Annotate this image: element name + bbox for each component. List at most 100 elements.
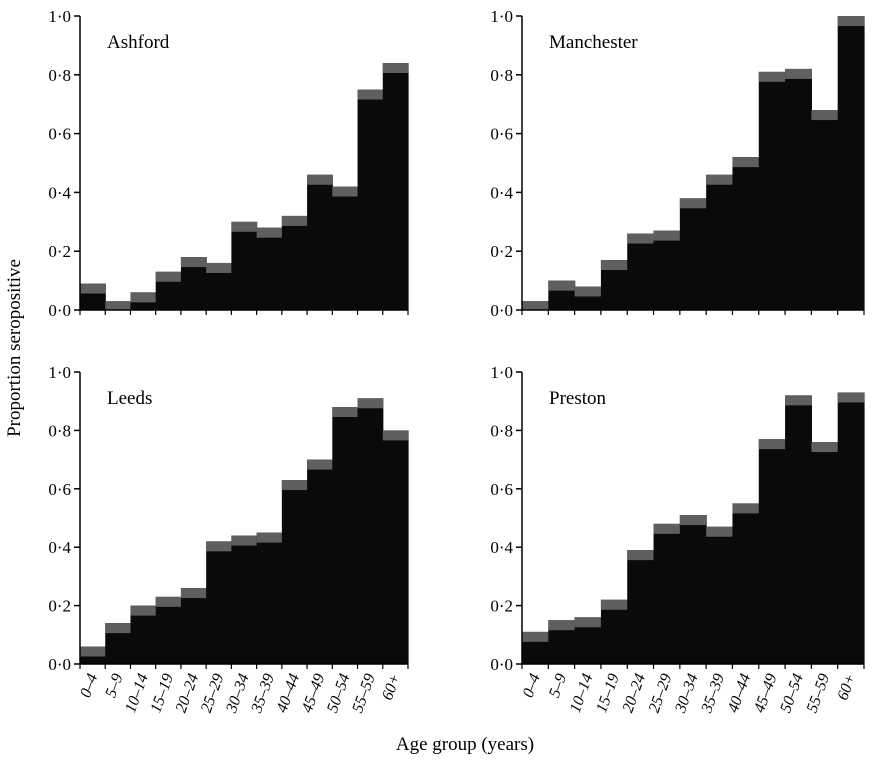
bar-top-leeds-3 — [155, 596, 182, 607]
x-tick-label: 40–44 — [725, 672, 755, 715]
bar-top-manchester-1 — [548, 280, 576, 291]
bar-top-preston-6 — [679, 515, 707, 526]
bar-leeds-9 — [307, 459, 333, 664]
bar-top-preston-9 — [758, 439, 786, 450]
y-tick-label: 0·2 — [490, 242, 513, 261]
bar-top-leeds-11 — [357, 398, 384, 409]
bar-top-ashford-0 — [80, 283, 106, 294]
bar-top-ashford-11 — [357, 89, 384, 100]
y-tick-label: 0·8 — [48, 66, 71, 85]
bar-top-leeds-7 — [256, 532, 283, 543]
bar-top-ashford-2 — [130, 292, 157, 303]
y-tick-label: 0·6 — [48, 480, 71, 499]
bar-top-preston-1 — [548, 620, 576, 631]
y-tick-label: 0·2 — [48, 242, 71, 261]
bar-top-ashford-8 — [281, 215, 308, 226]
y-tick-label: 0·8 — [48, 421, 71, 440]
bar-top-leeds-10 — [332, 407, 359, 418]
bar-top-leeds-9 — [307, 459, 333, 470]
bar-top-preston-10 — [785, 395, 812, 406]
bar-preston-5 — [653, 523, 681, 664]
bar-manchester-8 — [732, 157, 760, 310]
y-tick-label: 0·0 — [48, 655, 71, 674]
bar-top-ashford-7 — [256, 227, 283, 238]
y-tick-label: 0·6 — [490, 480, 513, 499]
panel-title: Leeds — [107, 388, 152, 409]
bar-leeds-12 — [382, 430, 409, 664]
bar-preston-7 — [706, 526, 734, 664]
bar-preston-10 — [785, 395, 812, 664]
y-tick-label: 1·0 — [490, 7, 513, 26]
bar-top-leeds-4 — [180, 588, 207, 599]
bar-preston-3 — [600, 599, 628, 664]
bar-preston-8 — [732, 503, 760, 664]
y-tick-label: 0·4 — [490, 183, 513, 202]
bar-ashford-8 — [281, 215, 308, 310]
y-tick-label: 0·4 — [490, 538, 513, 557]
bar-manchester-11 — [811, 110, 839, 310]
bar-top-preston-11 — [811, 442, 839, 453]
chart-panel-manchester: 0·0 0·2 0·4 0·6 0·8 1·0 Manchester — [490, 7, 865, 320]
x-tick-label: 35–39 — [698, 672, 728, 716]
y-tick-label: 0·2 — [490, 597, 513, 616]
bar-leeds-4 — [180, 588, 207, 664]
bar-top-ashford-5 — [206, 262, 232, 273]
x-tick-label: 20–24 — [619, 672, 649, 715]
bar-manchester-10 — [785, 68, 812, 310]
x-tick-label: 0–4 — [520, 672, 544, 700]
bar-top-ashford-1 — [105, 301, 132, 310]
bar-preston-4 — [627, 550, 655, 664]
panel-title: Ashford — [107, 32, 170, 53]
bar-manchester-4 — [627, 233, 655, 310]
bar-preston-12 — [837, 392, 865, 664]
y-tick-label: 0·0 — [48, 301, 71, 320]
bar-top-ashford-4 — [180, 257, 207, 268]
x-tick-label: 45–49 — [751, 672, 781, 715]
bar-top-manchester-12 — [837, 16, 865, 26]
bar-manchester-9 — [758, 71, 786, 310]
bar-manchester-12 — [837, 16, 865, 310]
bar-leeds-10 — [332, 407, 359, 664]
x-tick-label: 55–59 — [804, 672, 834, 715]
bar-manchester-6 — [679, 198, 707, 310]
bar-top-ashford-6 — [231, 221, 258, 232]
y-tick-label: 0·8 — [490, 66, 513, 85]
bar-ashford-11 — [357, 89, 384, 310]
bar-leeds-3 — [155, 596, 182, 664]
bar-ashford-9 — [307, 174, 333, 310]
bar-ashford-6 — [231, 221, 258, 310]
bar-top-leeds-6 — [231, 535, 258, 546]
bar-top-leeds-2 — [130, 605, 157, 616]
y-tick-label: 0·4 — [48, 538, 71, 557]
chart-panel-leeds: 0·00·20·40·60·81·00–4 5–910–1415–1920–242… — [48, 363, 409, 716]
bar-top-ashford-12 — [382, 63, 409, 74]
bar-leeds-11 — [357, 398, 384, 664]
bar-manchester-7 — [706, 174, 734, 310]
bar-ashford-12 — [382, 63, 409, 310]
bar-top-preston-0 — [522, 631, 549, 642]
bar-leeds-8 — [281, 480, 308, 664]
bar-top-preston-8 — [732, 503, 760, 514]
bar-top-manchester-8 — [732, 157, 760, 168]
x-tick-label: 60+ — [379, 672, 404, 703]
y-tick-label: 0·4 — [48, 183, 71, 202]
panel-title: Preston — [549, 388, 607, 409]
bar-top-manchester-10 — [785, 68, 812, 79]
bar-top-manchester-0 — [522, 301, 549, 310]
bar-top-leeds-5 — [206, 541, 232, 552]
x-tick-label: 5–9 — [102, 672, 126, 700]
bar-top-manchester-4 — [627, 233, 655, 244]
panel-title: Manchester — [549, 32, 638, 53]
bar-top-preston-4 — [627, 550, 655, 561]
bar-top-preston-12 — [837, 392, 865, 403]
bar-top-preston-5 — [653, 523, 681, 534]
panels: 0·0 0·2 0·4 0·6 0·8 1·0 Ashford 0·0 0·2 0·4 0·6 0·8… — [48, 7, 865, 716]
bar-top-manchester-6 — [679, 198, 707, 209]
bar-top-leeds-0 — [80, 646, 106, 657]
x-tick-label: 60+ — [834, 672, 859, 703]
chart-panel-ashford: 0·0 0·2 0·4 0·6 0·8 1·0 Ashford — [48, 7, 409, 320]
bar-ashford-10 — [332, 186, 359, 310]
x-tick-label: 55–59 — [349, 672, 379, 715]
bar-top-manchester-9 — [758, 71, 786, 82]
